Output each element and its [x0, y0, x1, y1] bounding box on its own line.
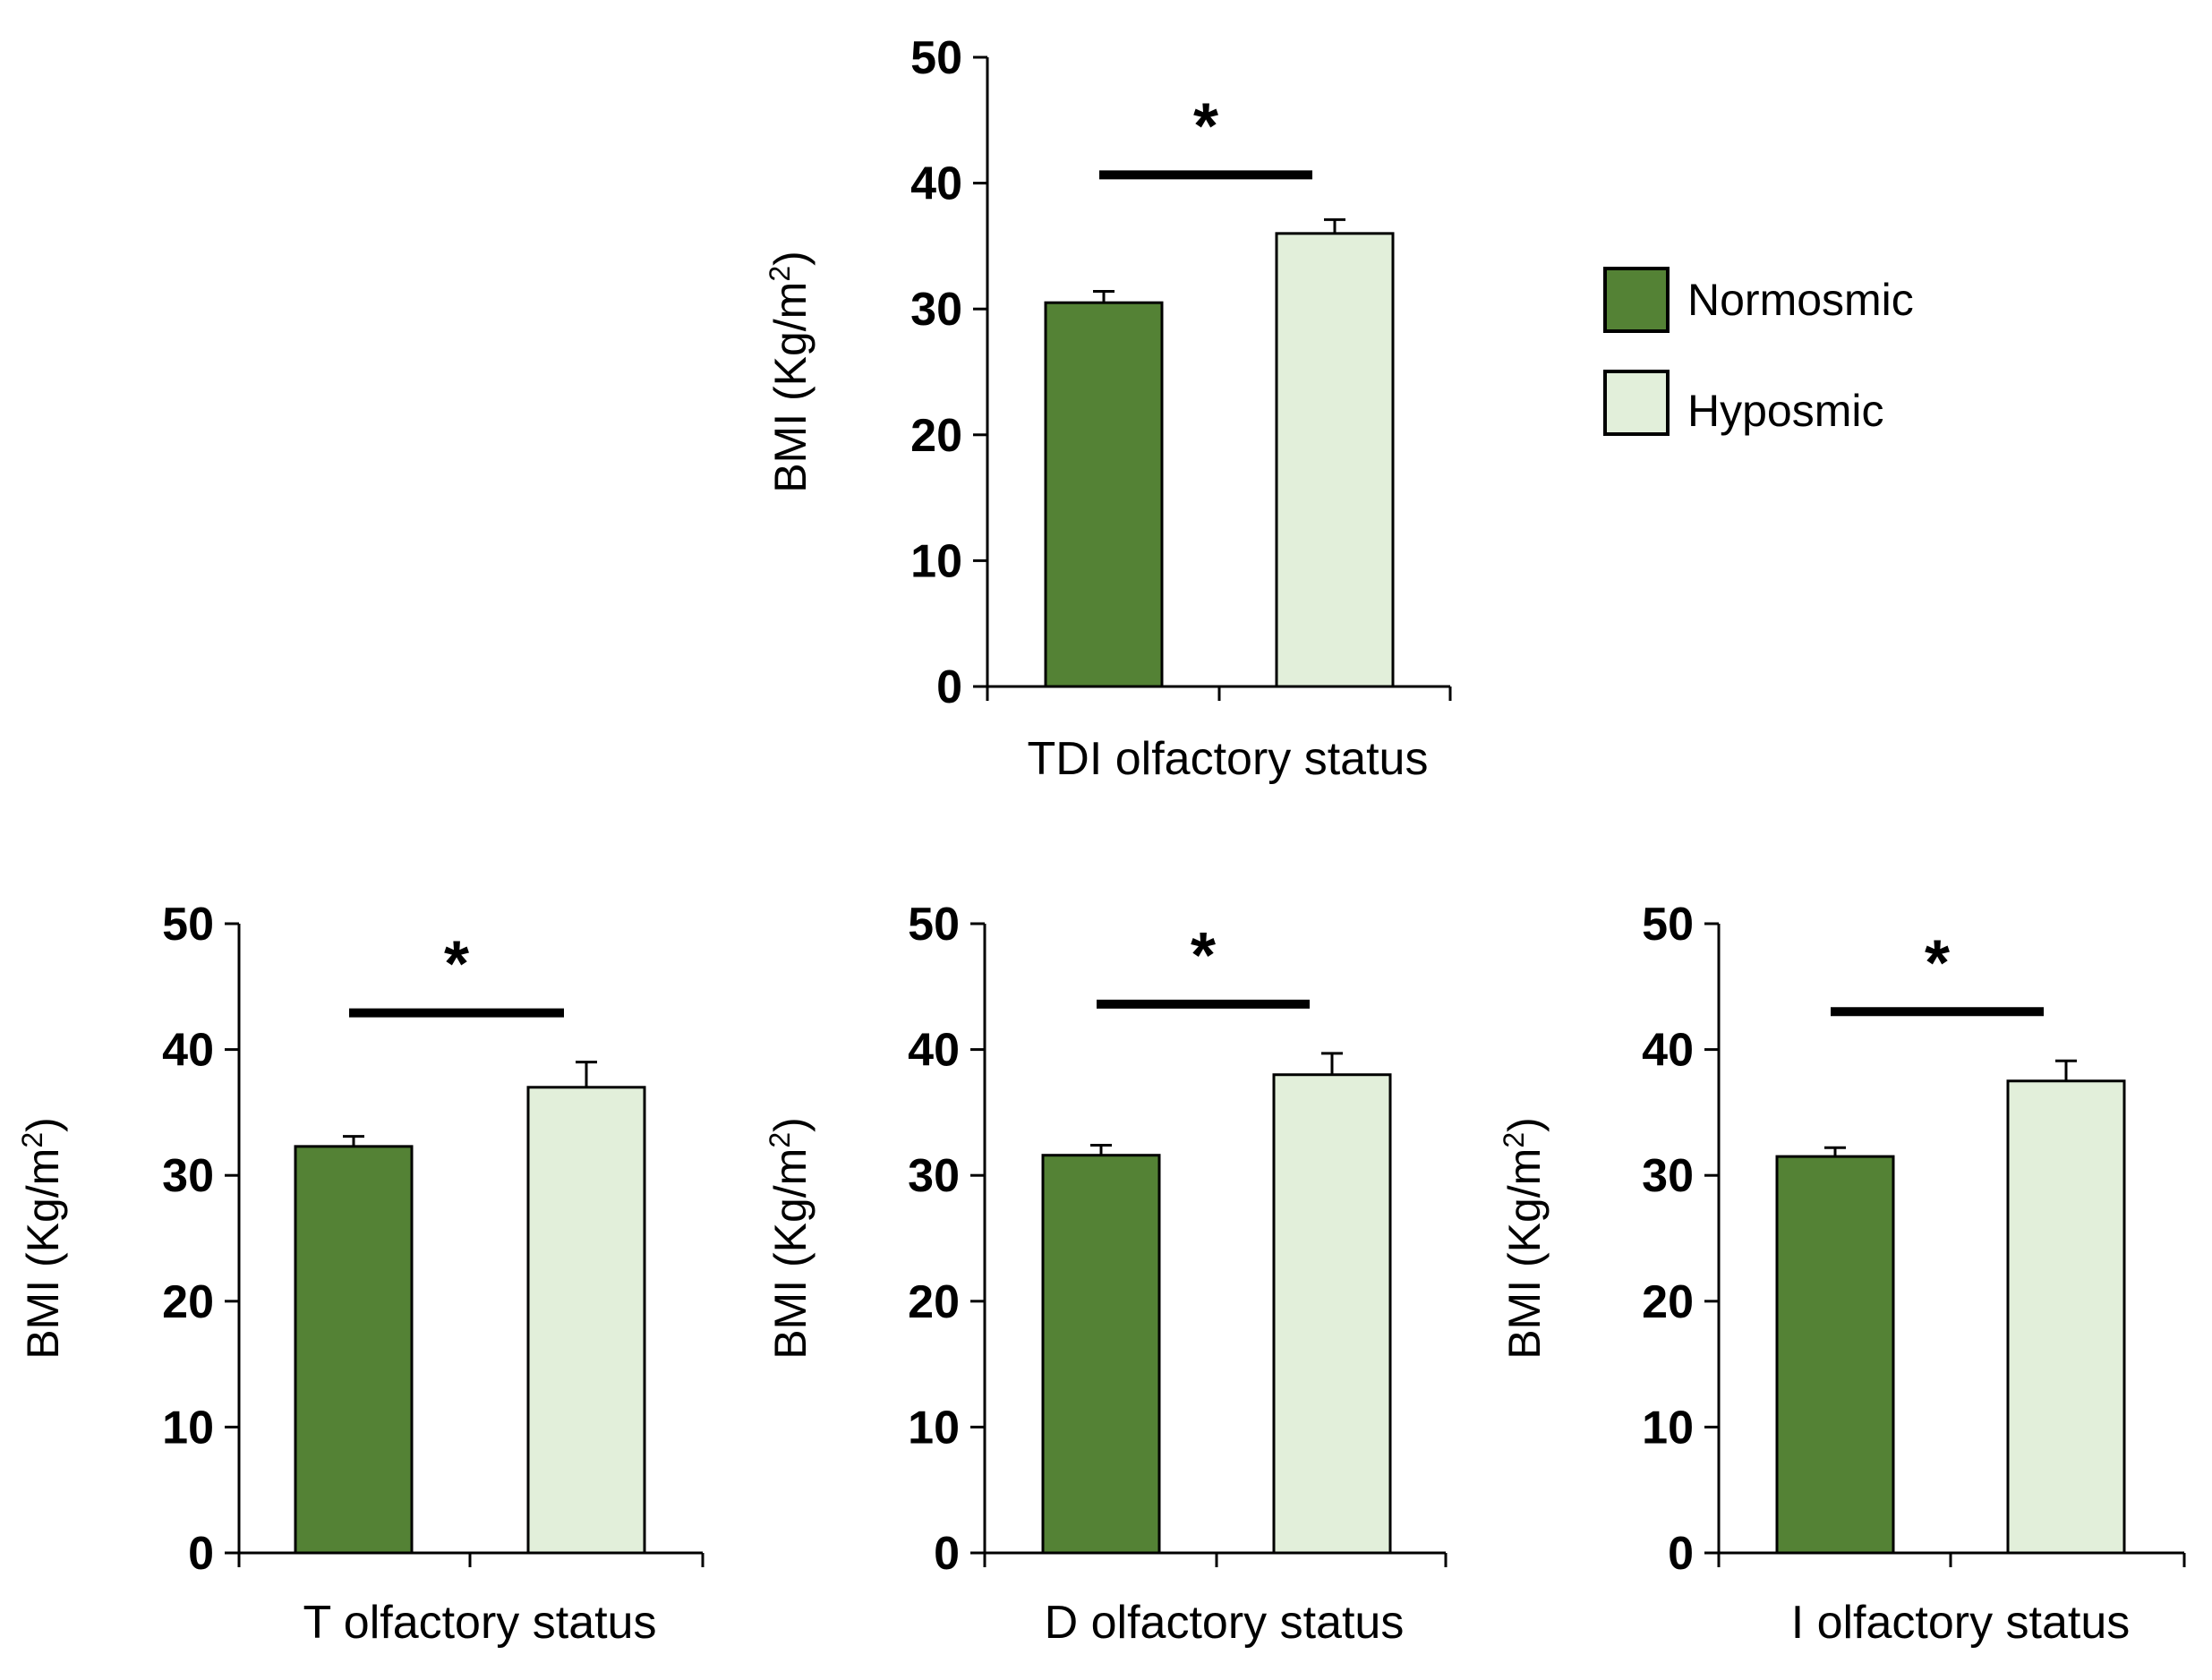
y-tick-label: 0: [934, 1528, 960, 1580]
x-axis-label: I olfactory status: [1791, 1597, 2131, 1649]
y-tick-label: 10: [1642, 1402, 1694, 1454]
bar-hyposmic: [526, 1086, 646, 1555]
bar-normosmic: [1041, 1154, 1161, 1555]
bar-normosmic: [294, 1145, 414, 1555]
x-axis-label: TDI olfactory status: [1028, 733, 1429, 785]
y-axis-label: BMI (Kg/m2): [764, 1117, 816, 1360]
y-tick-label: 20: [162, 1276, 214, 1328]
y-tick-label: 30: [162, 1150, 214, 1202]
bar-hyposmic: [1272, 1073, 1392, 1555]
chart-panel-i: 0 10 20 30 40 50 * I olfactory status BMI (Kg/m2…: [1498, 899, 2186, 1649]
y-tick-label: 40: [162, 1025, 214, 1077]
chart-panel-t: 0 10 20 30 40 50 * T olfactory status BMI (Kg/m2…: [16, 899, 705, 1649]
x-axis-label: D olfactory status: [1045, 1597, 1405, 1649]
y-tick-label: 10: [910, 535, 962, 587]
y-tick-label: 0: [936, 661, 962, 713]
y-tick-label: 30: [910, 284, 962, 336]
y-tick-label: 50: [162, 899, 214, 951]
y-tick-label: 20: [910, 410, 962, 462]
chart-panel-d: 0 10 20 30 40 50 * D olfactory status BMI (Kg/m2…: [764, 899, 1448, 1649]
y-tick-label: 0: [188, 1528, 214, 1580]
y-tick-label: 40: [1642, 1025, 1694, 1077]
y-axis-label: BMI (Kg/m2): [764, 251, 816, 493]
y-tick-label: 20: [908, 1276, 960, 1328]
bar-hyposmic: [2006, 1079, 2126, 1555]
bar-hyposmic: [1275, 232, 1395, 688]
y-tick-label: 40: [910, 158, 962, 210]
y-tick-label: 10: [908, 1402, 960, 1454]
significance-star: *: [1191, 920, 1216, 992]
significance-star: *: [1193, 90, 1218, 162]
y-tick-label: 30: [908, 1150, 960, 1202]
legend-label-hyposmic: Hyposmic: [1687, 386, 1883, 436]
legend: Normosmic Hyposmic: [1603, 267, 1914, 436]
legend-swatch-hyposmic: [1603, 370, 1670, 436]
y-tick-label: 30: [1642, 1150, 1694, 1202]
y-tick-label: 50: [908, 899, 960, 951]
significance-star: *: [1925, 927, 1950, 999]
bar-normosmic: [1775, 1155, 1895, 1555]
legend-label-normosmic: Normosmic: [1687, 275, 1914, 325]
y-axis-label: BMI (Kg/m2): [16, 1117, 68, 1360]
bar-normosmic: [1044, 301, 1164, 688]
y-tick-label: 50: [1642, 899, 1694, 951]
chart-panel-tdi: 0 10 20 30 40 50 * TDI olfactory status BMI (Kg/…: [764, 32, 1452, 785]
y-tick-label: 20: [1642, 1276, 1694, 1328]
legend-swatch-normosmic: [1603, 267, 1670, 333]
y-tick-label: 50: [910, 32, 962, 84]
significance-star: *: [444, 929, 469, 1001]
y-tick-label: 0: [1668, 1528, 1694, 1580]
x-axis-label: T olfactory status: [303, 1597, 657, 1649]
y-tick-label: 10: [162, 1402, 214, 1454]
y-axis-label: BMI (Kg/m2): [1498, 1117, 1550, 1360]
y-tick-label: 40: [908, 1025, 960, 1077]
